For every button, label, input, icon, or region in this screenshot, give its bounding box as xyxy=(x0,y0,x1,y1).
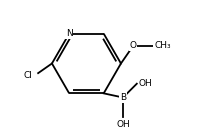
Text: N: N xyxy=(66,29,73,38)
Text: Cl: Cl xyxy=(24,71,33,80)
Text: O: O xyxy=(130,41,137,50)
Text: B: B xyxy=(120,93,126,102)
Text: OH: OH xyxy=(138,79,152,88)
Text: OH: OH xyxy=(116,120,130,129)
Text: CH₃: CH₃ xyxy=(154,41,171,50)
